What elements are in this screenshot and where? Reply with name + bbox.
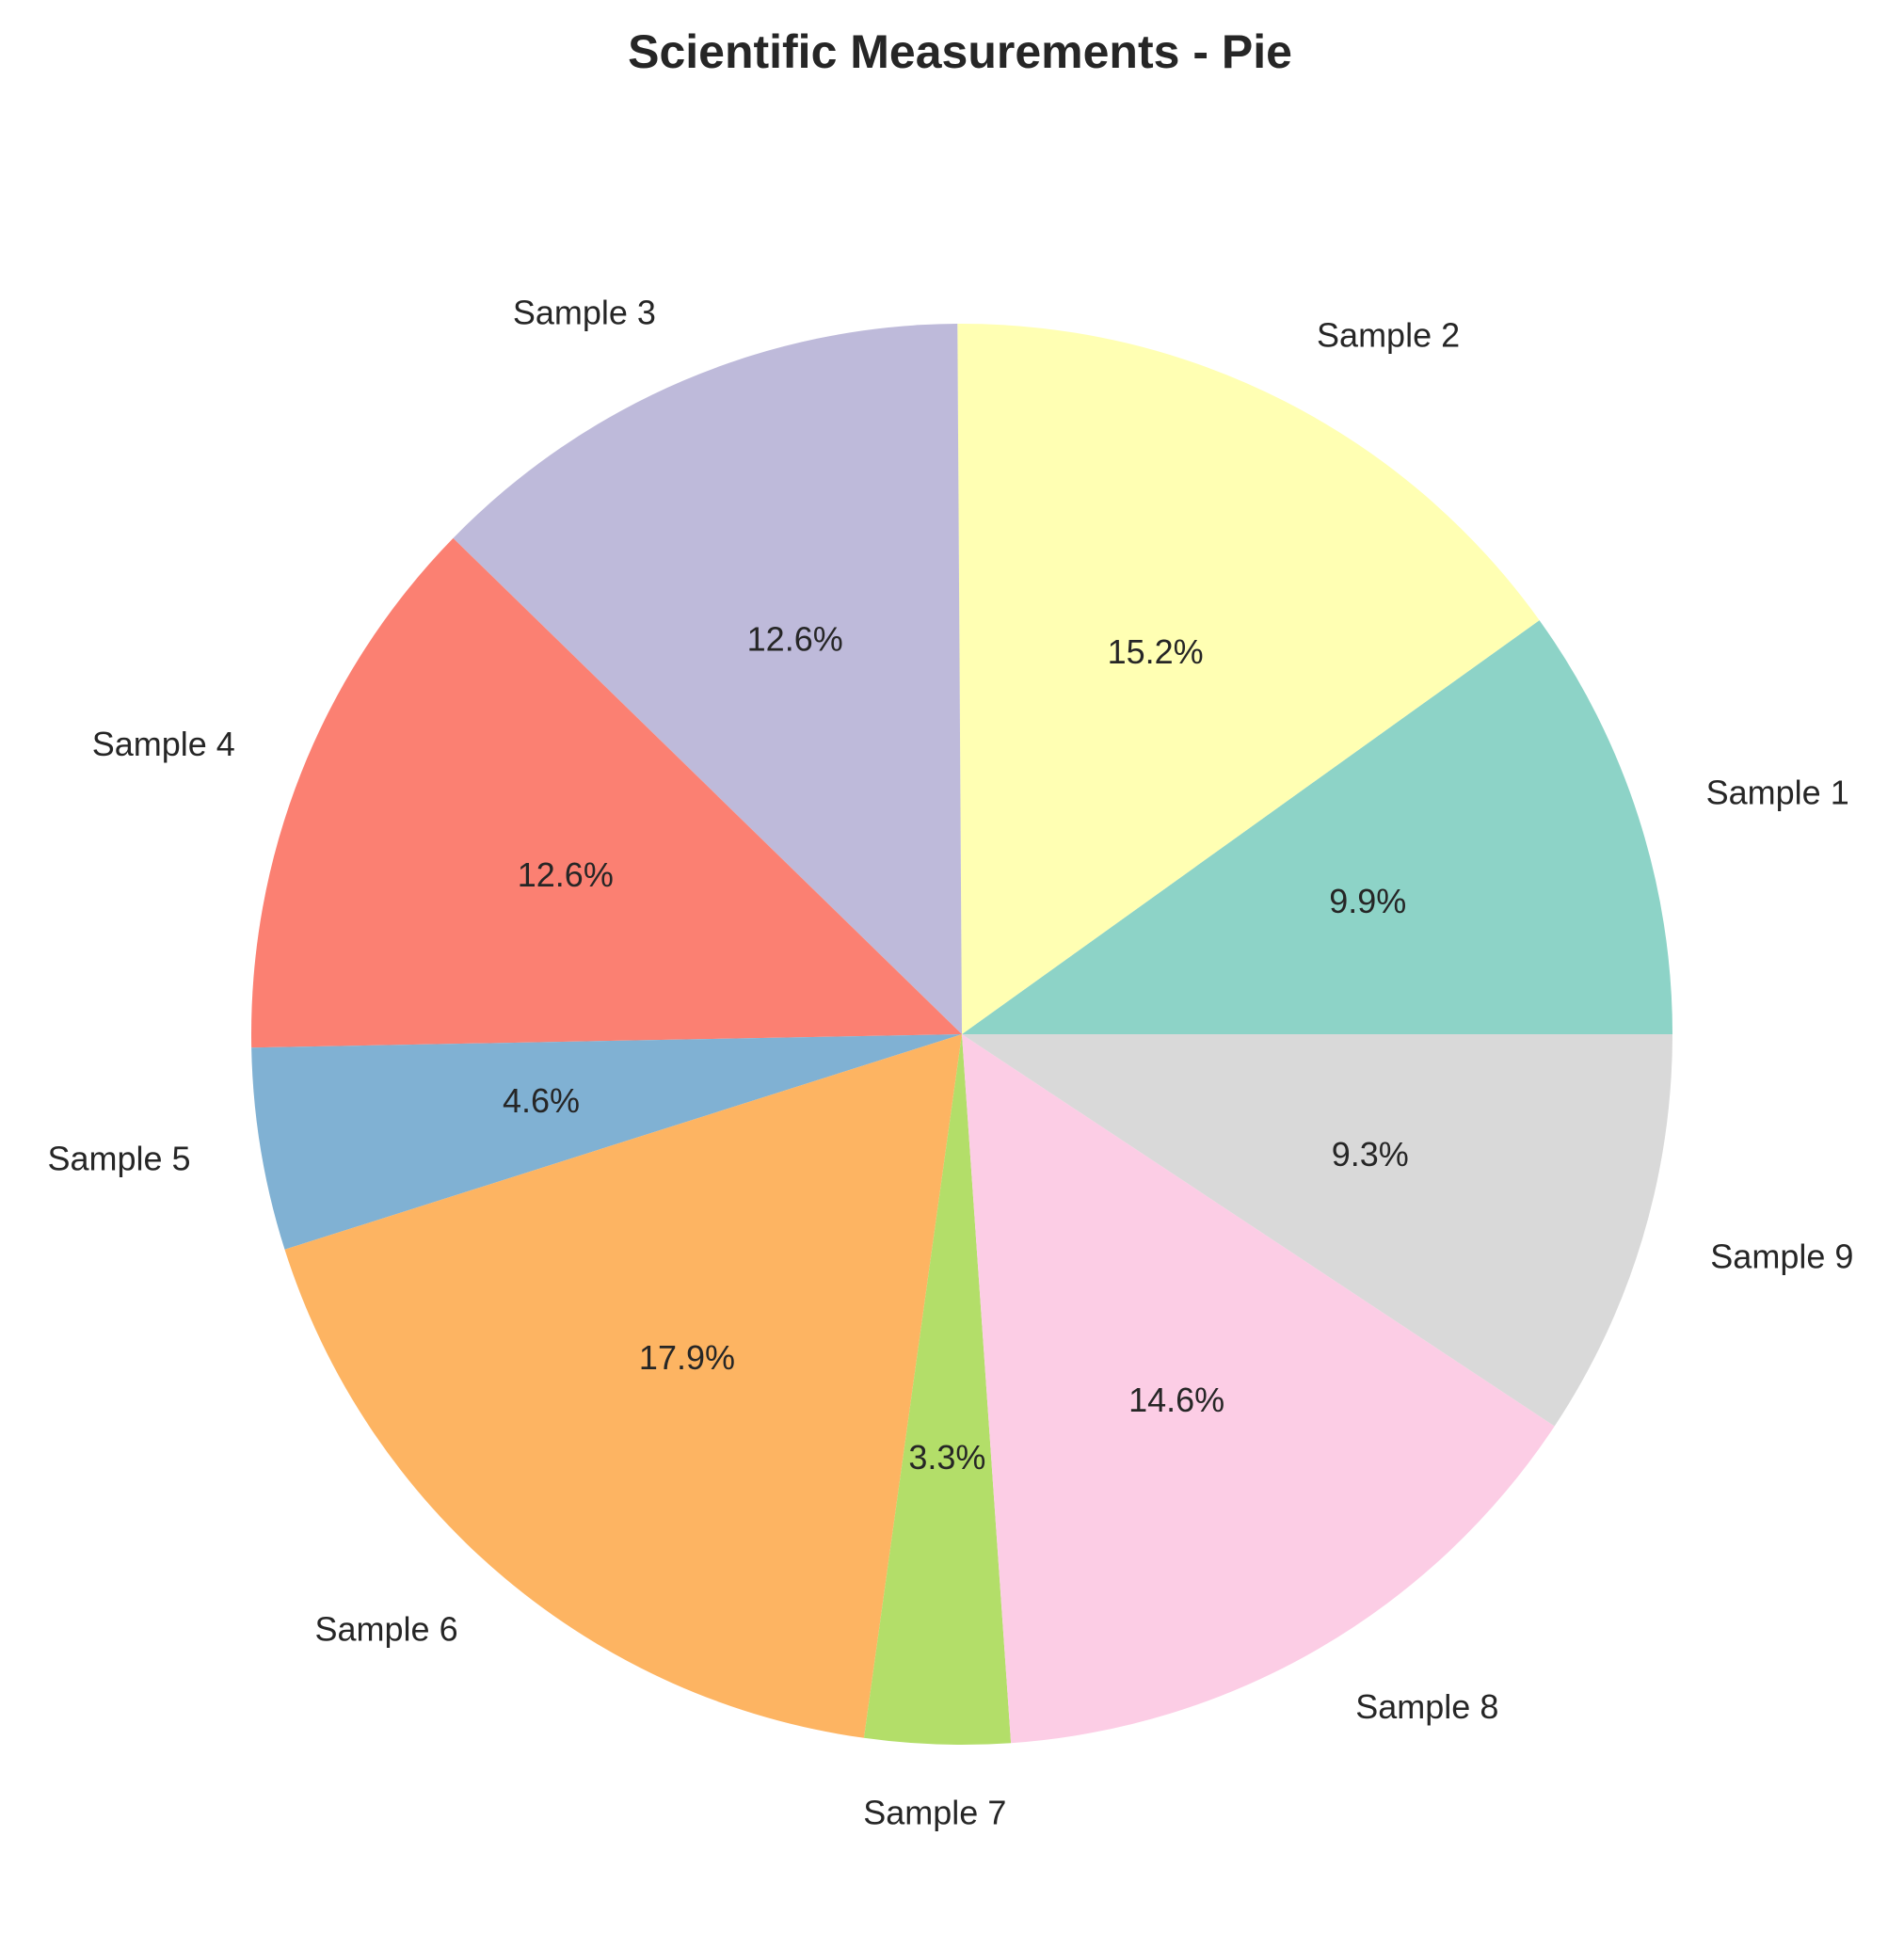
category-label-7: Sample 7 xyxy=(863,1794,1006,1832)
pie-slice-3 xyxy=(453,324,962,1034)
pie-slice-6 xyxy=(284,1034,962,1738)
pie-slices xyxy=(251,323,1672,1746)
category-label-3: Sample 3 xyxy=(513,293,656,331)
percent-label-2: 15.2% xyxy=(1108,632,1204,671)
pie-slice-4 xyxy=(251,537,962,1048)
pie-slice-1 xyxy=(962,620,1672,1034)
pie-slice-5 xyxy=(251,1034,962,1250)
pie-slice-8 xyxy=(962,1034,1555,1744)
category-label-2: Sample 2 xyxy=(1317,316,1460,355)
percent-label-5: 4.6% xyxy=(503,1081,580,1120)
percent-label-1: 9.9% xyxy=(1329,882,1406,920)
category-label-4: Sample 4 xyxy=(92,725,235,763)
percent-label-3: 12.6% xyxy=(747,620,843,659)
category-label-8: Sample 8 xyxy=(1355,1687,1498,1726)
percent-label-7: 3.3% xyxy=(908,1438,985,1477)
category-label-5: Sample 5 xyxy=(47,1140,190,1178)
pie-labels: Sample 1 9.9% Sample 2 15.2% Sample 3 12.6% Sa… xyxy=(47,293,1853,1831)
pie-slice-9 xyxy=(962,1034,1672,1427)
percent-label-6: 17.9% xyxy=(639,1338,735,1377)
pie-slice-2 xyxy=(957,323,1540,1034)
category-label-1: Sample 1 xyxy=(1706,773,1849,811)
category-label-9: Sample 9 xyxy=(1710,1237,1853,1276)
percent-label-8: 14.6% xyxy=(1128,1381,1224,1419)
chart-title: Scientific Measurements - Pie xyxy=(628,25,1292,78)
percent-label-9: 9.3% xyxy=(1332,1135,1409,1174)
category-label-6: Sample 6 xyxy=(315,1609,458,1648)
pie-slice-7 xyxy=(863,1034,1012,1746)
percent-label-4: 12.6% xyxy=(518,855,614,894)
